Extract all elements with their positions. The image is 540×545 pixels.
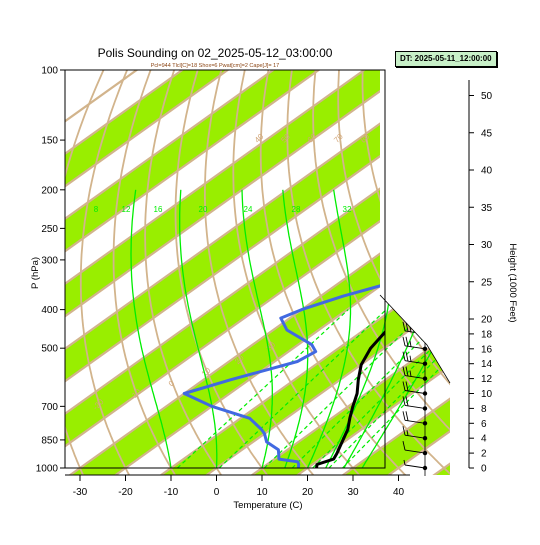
height-tick-label: 30 <box>481 240 493 251</box>
height-tick-label: 4 <box>481 434 487 445</box>
p-tick-label: 200 <box>41 185 58 196</box>
mixing-ratio-label: 32 <box>343 205 352 214</box>
chart-subtitle: Pcl=944 Tlcl[C]=18 Shox=6 Pwat[cm]=2 Cap… <box>151 63 279 69</box>
dry-adiabat-label: 70 <box>332 132 345 145</box>
chart-title: Polis Sounding on 02_2025-05-12_03:00:00 <box>98 46 333 60</box>
height-tick-label: 20 <box>481 315 493 326</box>
x-tick-label: 20 <box>302 487 314 498</box>
p-tick-label: 100 <box>41 66 58 77</box>
height-tick-label: 10 <box>481 389 493 400</box>
mixing-ratio-label: 16 <box>154 205 163 214</box>
dry-adiabat <box>501 52 540 477</box>
p-tick-label: 400 <box>41 305 58 316</box>
x-tick-label: -20 <box>118 487 133 498</box>
height-tick-label: 50 <box>481 91 493 102</box>
p-tick-label: 700 <box>41 402 58 413</box>
wind-barb-half-feather <box>410 341 411 347</box>
wind-barb-feather <box>403 337 405 346</box>
height-tick-label: 18 <box>481 329 493 340</box>
mixing-ratio-label: 24 <box>244 205 253 214</box>
height-tick-label: 35 <box>481 203 493 214</box>
dry-adiabat <box>455 52 540 477</box>
p-tick-label: 850 <box>41 435 58 446</box>
mixing-ratio-label: 28 <box>292 205 301 214</box>
height-tick-label: 16 <box>481 344 493 355</box>
p-tick-label: 250 <box>41 224 58 235</box>
mixing-ratio-label: 20 <box>199 205 208 214</box>
p-tick-label: 150 <box>41 136 58 147</box>
height-tick-label: 45 <box>481 128 493 139</box>
x-tick-label: 0 <box>214 487 220 498</box>
dry-adiabat-label: 140 <box>516 130 532 146</box>
wind-barb-feather <box>403 411 405 420</box>
wind-barb-feather <box>406 411 408 420</box>
x-axis-label: Temperature (C) <box>233 500 302 511</box>
height-tick-label: 25 <box>481 277 493 288</box>
mixing-ratio-label: 8 <box>94 205 99 214</box>
isotherm-line <box>523 52 540 477</box>
y-axis-label: P (hPa) <box>30 257 41 289</box>
p-tick-label: 500 <box>41 344 58 355</box>
height-tick-label: 12 <box>481 374 493 385</box>
height-tick-label: 40 <box>481 166 493 177</box>
x-tick-label: 10 <box>256 487 268 498</box>
height-tick-label: 0 <box>481 464 487 475</box>
height-tick-label: 8 <box>481 404 487 415</box>
x-tick-label: -30 <box>73 487 88 498</box>
y2-axis-label: Height (1000 Feet) <box>507 243 518 322</box>
x-tick-label: -10 <box>164 487 179 498</box>
height-tick-label: 2 <box>481 449 487 460</box>
mixing-ratio-label: 12 <box>122 205 131 214</box>
p-tick-label: 300 <box>41 255 58 266</box>
wind-barb-feather <box>406 337 408 346</box>
wind-barb-half-feather <box>410 356 411 362</box>
x-tick-label: 30 <box>347 487 359 498</box>
wind-barb-staff <box>405 465 425 468</box>
height-tick-label: 6 <box>481 419 487 430</box>
datetime-badge: DT: 2025-05-11_12:00:00 <box>395 51 497 67</box>
x-tick-label: 40 <box>393 487 405 498</box>
height-tick-label: 14 <box>481 359 493 370</box>
dry-adiabat <box>523 52 540 477</box>
p-tick-label: 1000 <box>36 464 59 475</box>
